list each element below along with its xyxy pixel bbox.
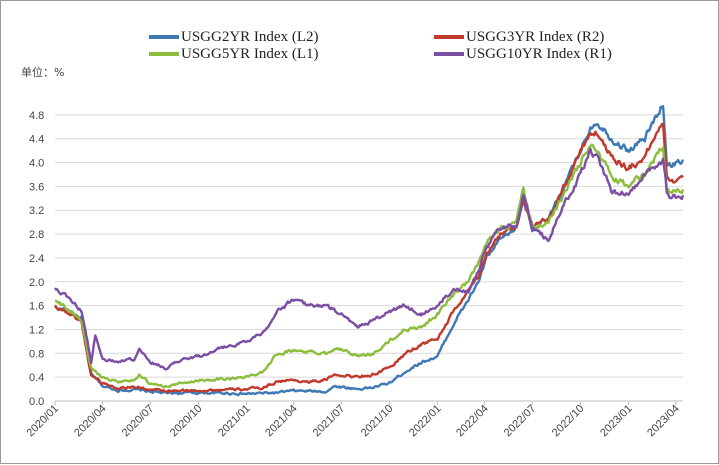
gridlines [55, 114, 683, 402]
x-tick-label: 2023/01 [598, 403, 635, 440]
x-tick-label: 2021/07 [311, 403, 348, 440]
y-tick-label: 3.2 [29, 205, 44, 217]
legend-label: USGG10YR Index (R1) [466, 46, 612, 62]
x-tick-label: 2022/07 [502, 403, 539, 440]
y-axis-ticks: 4.8 4.4 4.0 3.6 3.2 2.8 2.4 2.0 1.6 1.2 0.8 0.4 0.0 [29, 110, 44, 408]
y-tick-label: 0.4 [29, 372, 44, 384]
x-tick-label: 2022/01 [407, 403, 444, 440]
y-tick-label: 3.6 [29, 181, 44, 193]
series-line-3 [54, 147, 685, 371]
x-tick-label: 2022/10 [550, 403, 587, 440]
y-tick-label: 4.8 [29, 110, 44, 122]
x-axis-ticks: 2020/01 2020/04 2020/07 2020/10 2021/01 2021/… [25, 401, 682, 439]
x-tick-label: 2021/04 [263, 403, 300, 440]
legend-label: USGG5YR Index (L1) [181, 46, 318, 62]
x-tick-label: 2021/10 [359, 403, 396, 440]
y-tick-label: 2.4 [29, 253, 44, 265]
y-tick-label: 2.8 [29, 229, 44, 241]
y-tick-label: 1.6 [29, 301, 44, 313]
x-tick-label: 2020/07 [120, 403, 157, 440]
series-line-2 [54, 143, 685, 389]
x-tick-label: 2020/10 [168, 403, 205, 440]
legend-label: USGG2YR Index (L2) [181, 29, 318, 45]
series-line-1 [53, 122, 684, 394]
y-tick-label: 0.8 [29, 348, 44, 360]
x-tick-label: 2021/01 [216, 403, 253, 440]
series-lines [53, 105, 685, 397]
y-tick-label: 0.0 [29, 396, 44, 408]
legend: USGG2YR Index (L2) USGG3YR Index (R2)USGG… [149, 29, 612, 62]
y-tick-label: 4.0 [29, 158, 44, 170]
x-tick-label: 2020/04 [72, 403, 109, 440]
y-tick-label: 4.4 [29, 134, 44, 146]
y-tick-label: 1.2 [29, 324, 44, 336]
x-tick-label: 2020/01 [25, 403, 62, 440]
x-tick-label: 2023/04 [645, 403, 682, 440]
unit-label: 单位：% [21, 65, 64, 79]
legend-label: USGG3YR Index (R2) [466, 29, 604, 45]
y-tick-label: 2.0 [29, 277, 44, 289]
x-tick-label: 2022/04 [454, 403, 491, 440]
